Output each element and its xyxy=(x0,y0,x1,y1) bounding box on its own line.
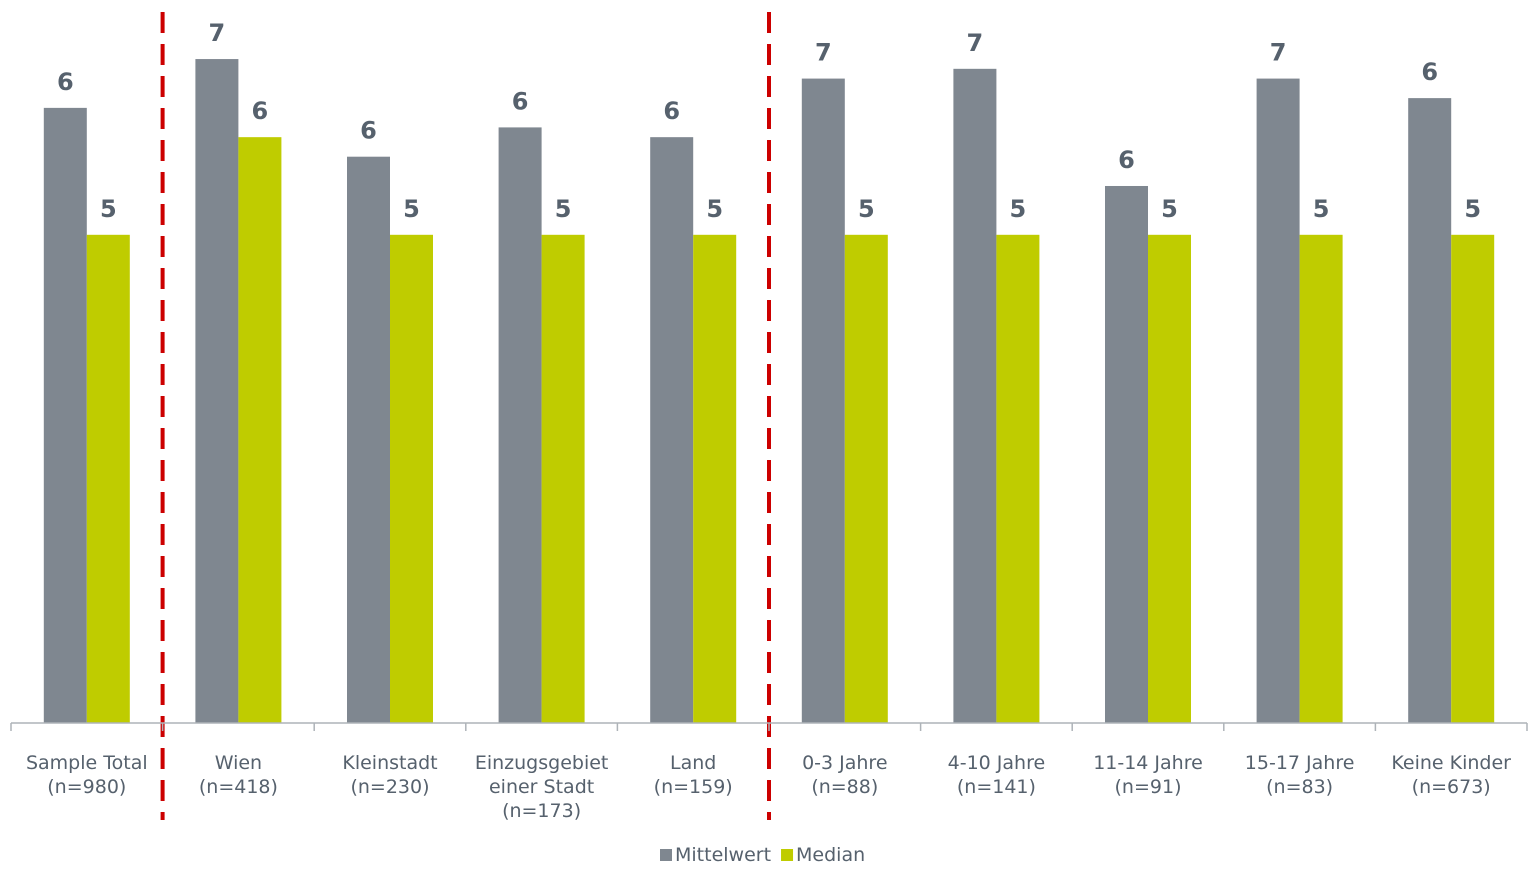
bar-median xyxy=(238,137,282,723)
data-label-median: 6 xyxy=(252,97,269,125)
data-label-mittelwert: 7 xyxy=(815,39,832,67)
group-separators xyxy=(160,12,771,820)
category-label-line: Keine Kinder xyxy=(1391,752,1511,774)
legend: Mittelwert Median xyxy=(660,844,865,866)
category-label-line: Land xyxy=(670,752,716,774)
category-label: 11-14 Jahre (n=91) xyxy=(1093,752,1203,798)
category-label-line: Einzugsgebiet xyxy=(475,752,609,774)
category-label: 15-17 Jahre (n=83) xyxy=(1245,752,1355,798)
data-label-mittelwert: 6 xyxy=(1118,146,1135,174)
data-label-median: 5 xyxy=(1464,195,1481,223)
bar-median xyxy=(1148,234,1191,724)
category-label-line: (n=673) xyxy=(1412,776,1491,798)
bar-median xyxy=(86,234,130,724)
data-label-median: 5 xyxy=(1010,195,1027,223)
data-label-mittelwert: 7 xyxy=(1270,39,1287,67)
category-label-line: Wien xyxy=(215,752,262,774)
category-label-line: (n=88) xyxy=(811,776,878,798)
data-label-median: 5 xyxy=(100,195,117,223)
data-label-median: 5 xyxy=(1313,195,1330,223)
category-label-line: (n=91) xyxy=(1115,776,1182,798)
x-axis-ticks xyxy=(10,723,1528,731)
legend-label: Median xyxy=(796,844,865,866)
data-label-median: 5 xyxy=(403,195,420,223)
category-label: Sample Total (n=980) xyxy=(26,752,148,798)
bar-median xyxy=(1299,234,1343,724)
category-label: Kleinstadt (n=230) xyxy=(342,752,437,798)
data-label-mittelwert: 7 xyxy=(209,19,226,47)
legend-swatch xyxy=(660,849,672,861)
data-label-mittelwert: 6 xyxy=(512,87,529,115)
bar-mittelwert xyxy=(195,59,239,724)
data-label-median: 5 xyxy=(1161,195,1178,223)
bar-median xyxy=(844,234,888,724)
bar-mittelwert xyxy=(1408,98,1452,724)
category-label-line: (n=980) xyxy=(47,776,126,798)
bar-mittelwert xyxy=(347,156,390,723)
category-label: Wien (n=418) xyxy=(199,752,278,798)
category-label: Land (n=159) xyxy=(654,752,733,798)
bar-group xyxy=(43,59,1495,724)
bar-mittelwert xyxy=(953,68,997,723)
category-label-line: einer Stadt xyxy=(489,776,594,798)
category-label-line: Kleinstadt xyxy=(342,752,437,774)
category-labels: Sample Total (n=980) Wien (n=418) Kleinstadt… xyxy=(26,752,1511,822)
bar-mittelwert xyxy=(1256,78,1300,724)
bar-median xyxy=(390,234,433,724)
data-label-mittelwert: 6 xyxy=(1421,58,1438,86)
category-label-line: 4-10 Jahre xyxy=(948,752,1046,774)
bar-median xyxy=(541,234,585,724)
data-label-mittelwert: 6 xyxy=(663,97,680,125)
category-label-line: (n=173) xyxy=(502,800,581,822)
data-label-median: 5 xyxy=(858,195,875,223)
category-label-line: (n=83) xyxy=(1266,776,1333,798)
category-label-line: 11-14 Jahre xyxy=(1093,752,1203,774)
data-label-median: 5 xyxy=(706,195,723,223)
category-label-line: Sample Total xyxy=(26,752,148,774)
bar-mittelwert xyxy=(498,127,542,724)
bar-median xyxy=(693,234,737,724)
bar-mittelwert xyxy=(801,78,845,724)
category-label: 0-3 Jahre (n=88) xyxy=(802,752,887,798)
category-label-line: 15-17 Jahre xyxy=(1245,752,1355,774)
category-label-line: (n=141) xyxy=(957,776,1036,798)
bar-mittelwert xyxy=(1105,185,1148,724)
category-label-line: (n=159) xyxy=(654,776,733,798)
category-label: Einzugsgebiet einer Stadt (n=173) xyxy=(475,752,609,822)
legend-label: Mittelwert xyxy=(675,844,771,866)
category-label-line: (n=418) xyxy=(199,776,278,798)
bar-median xyxy=(1451,234,1495,724)
category-label-line: 0-3 Jahre xyxy=(802,752,887,774)
bar-median xyxy=(996,234,1040,724)
data-label-mittelwert: 6 xyxy=(57,68,74,96)
legend-swatch xyxy=(781,849,794,861)
data-label-mittelwert: 7 xyxy=(967,29,984,57)
data-label-median: 5 xyxy=(555,195,572,223)
category-label: 4-10 Jahre (n=141) xyxy=(948,752,1046,798)
bar-mittelwert xyxy=(43,107,87,723)
data-label-mittelwert: 6 xyxy=(360,117,377,145)
category-label: Keine Kinder (n=673) xyxy=(1391,752,1511,798)
category-label-line: (n=230) xyxy=(350,776,429,798)
bar-mittelwert xyxy=(650,137,694,723)
